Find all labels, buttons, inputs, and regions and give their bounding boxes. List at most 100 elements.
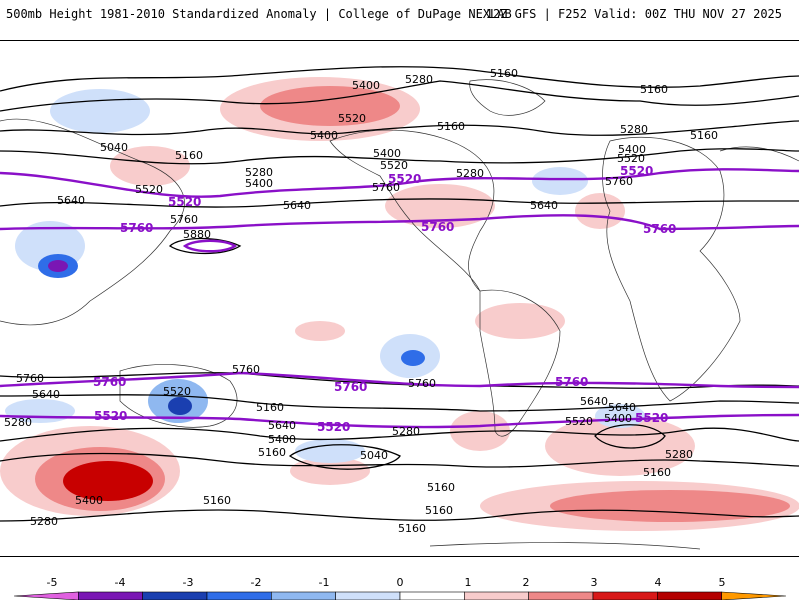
negative-anomaly-south-pacific [295, 439, 365, 463]
colorbar-segment [78, 591, 143, 601]
contour-label: 5640 [283, 199, 311, 212]
negative-anomaly-central-pacific-core [401, 350, 425, 366]
purple-5760-south [0, 371, 799, 389]
contour-5040-south-atlantic [594, 424, 666, 449]
positive-anomaly-equatorial [295, 321, 345, 341]
reference-contours [0, 168, 799, 429]
colorbar-segment [528, 591, 594, 601]
colorbar-tick-label: 3 [590, 576, 598, 589]
positive-anomaly-us-east [385, 184, 495, 228]
contour-5160-south [0, 509, 799, 522]
purple-contour-label: 5520 [317, 420, 350, 434]
contour-label: 5280 [620, 123, 648, 136]
contour-5640-south [0, 394, 799, 412]
contour-5880-ridge [168, 237, 242, 255]
contour-label: 5160 [643, 466, 671, 479]
contour-label: 5160 [256, 401, 284, 414]
contour-label: 5280 [405, 73, 433, 86]
negative-anomaly-australia-core [168, 397, 192, 415]
colorbar-tick-label: -3 [182, 576, 194, 589]
colorbar-segment [721, 591, 787, 601]
colorbar-tick-label: 5 [718, 576, 726, 589]
negative-anomaly-typhoon-core [48, 260, 68, 272]
purple-contour-label: 5520 [620, 164, 653, 178]
contour-label: 5520 [565, 415, 593, 428]
purple-contour-label: 5760 [334, 380, 367, 394]
contour-label: 5640 [57, 194, 85, 207]
purple-contour-label-group: 5520 5520 5520 5760 5760 5760 5760 5760 … [93, 164, 676, 434]
contour-5160-north [0, 66, 799, 92]
contour-label: 5520 [380, 159, 408, 172]
contour-5520-north [0, 148, 799, 165]
colorbar-tick-label: -5 [46, 576, 58, 589]
negative-anomaly-canada [532, 167, 588, 195]
negative-anomaly-alaska [50, 89, 150, 133]
colorbar-tick-label: 1 [464, 576, 472, 589]
contour-label: 5400 [618, 143, 646, 156]
purple-contour-label: 5520 [168, 195, 201, 209]
contour-label: 5280 [665, 448, 693, 461]
coastlines [0, 79, 799, 550]
colorbar-segment [271, 591, 336, 601]
anomaly-shading [0, 77, 799, 531]
purple-5880-closed [182, 239, 238, 253]
purple-5760-north [0, 214, 799, 231]
contour-label: 5760 [372, 181, 400, 194]
contour-label: 5160 [258, 446, 286, 459]
contour-5040-south-closed [288, 444, 401, 470]
contour-5400-south [0, 427, 799, 442]
contour-label: 5160 [425, 504, 453, 517]
contour-5280-south [0, 452, 799, 468]
chart-title: 500mb Height 1981-2010 Standardized Anom… [6, 7, 512, 21]
contour-label: 5520 [617, 152, 645, 165]
purple-contour-label: 5760 [93, 375, 126, 389]
contour-label: 5160 [203, 494, 231, 507]
purple-contour-label: 5760 [421, 220, 454, 234]
contour-label: 5400 [310, 129, 338, 142]
contour-label: 5280 [30, 515, 58, 528]
colorbar-tick-label: -2 [250, 576, 262, 589]
coastline-south-america [479, 289, 561, 437]
colorbar-tick-label: 4 [654, 576, 662, 589]
coastline-north-america [329, 129, 495, 292]
contour-label: 5160 [640, 83, 668, 96]
run-info: 12Z GFS | F252 Valid: 00Z THU NOV 27 202… [485, 7, 782, 21]
contour-label: 5280 [4, 416, 32, 429]
contour-label: 5400 [268, 433, 296, 446]
contour-5280-north [0, 80, 799, 112]
colorbar-segments [13, 591, 787, 601]
purple-contour-label: 5760 [120, 221, 153, 235]
anomaly-map[interactable]: 5160 5400 5280 5040 5160 5160 5280 5160 … [0, 40, 799, 557]
contour-label: 5400 [75, 494, 103, 507]
positive-anomaly-atlantic [575, 193, 625, 229]
contour-label: 5400 [604, 412, 632, 425]
contour-label: 5400 [245, 177, 273, 190]
colorbar-segment [657, 591, 722, 601]
contour-label: 5640 [32, 388, 60, 401]
contour-label: 5640 [268, 419, 296, 432]
purple-contour-label: 5520 [635, 411, 668, 425]
colorbar-tick-label: 0 [396, 576, 404, 589]
contour-label: 5160 [398, 522, 426, 535]
contour-label: 5640 [580, 395, 608, 408]
purple-5520-north [0, 168, 799, 198]
contour-label: 5520 [163, 385, 191, 398]
contour-label: 5760 [170, 213, 198, 226]
black-contour-label-group: 5160 5400 5280 5040 5160 5160 5280 5160 … [4, 67, 718, 535]
contour-label: 5160 [175, 149, 203, 162]
positive-anomaly-south-america [475, 303, 565, 339]
contour-label: 5760 [232, 363, 260, 376]
contour-label: 5640 [608, 401, 636, 414]
coastline-europe-africa [602, 136, 741, 402]
contour-label: 5640 [530, 199, 558, 212]
purple-5520-south [0, 413, 799, 429]
positive-anomaly-south-pacific-core [63, 461, 153, 501]
coastline-antarctica [429, 542, 701, 550]
positive-anomaly-north-pacific-core [260, 86, 400, 126]
contour-label: 5040 [360, 449, 388, 462]
purple-contour-label: 5520 [388, 172, 421, 186]
purple-contour-label: 5520 [94, 409, 127, 423]
colorbar-segment [206, 591, 272, 601]
header: 500mb Height 1981-2010 Standardized Anom… [0, 0, 800, 30]
contour-5400-north [0, 120, 799, 136]
